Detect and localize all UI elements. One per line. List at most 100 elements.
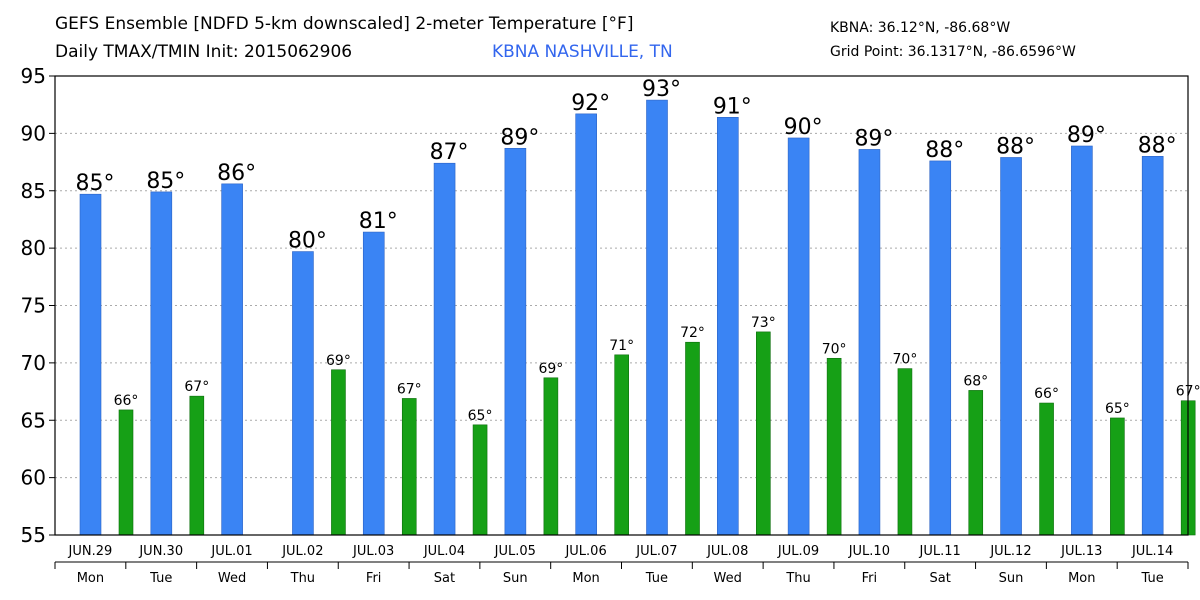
x-weekday-label: Wed — [714, 571, 742, 586]
x-tick-label: JUL.10 — [848, 544, 890, 559]
tmax-bar — [1071, 145, 1093, 536]
y-tick-label: 95 — [21, 64, 46, 88]
tmin-data-label: 71° — [609, 338, 634, 354]
x-weekday-label: Sun — [999, 571, 1024, 586]
x-tick-label: JUL.06 — [564, 544, 606, 559]
tmin-data-label: 68° — [963, 373, 988, 389]
tmax-data-label: 92° — [571, 91, 610, 116]
tmax-data-label: 81° — [359, 209, 398, 234]
tmax-bar — [221, 183, 243, 536]
tmax-bar — [929, 160, 952, 536]
x-weekday-label: Fri — [366, 571, 382, 586]
tmax-data-label: 89° — [854, 126, 893, 151]
y-tick-label: 65 — [21, 408, 46, 432]
tmin-bar — [756, 331, 771, 536]
y-tick-label: 75 — [21, 294, 46, 318]
x-tick-label: JUL.05 — [494, 544, 536, 559]
tmax-bar — [575, 113, 597, 536]
x-tick-label: JUL.14 — [1131, 544, 1173, 559]
y-tick-label: 55 — [21, 523, 46, 547]
tmin-bar — [189, 395, 205, 536]
x-tick-label: JUL.09 — [777, 544, 819, 559]
tmin-bar — [331, 369, 346, 536]
x-tick-label: JUL.04 — [423, 544, 465, 559]
tmax-data-label: 89° — [1067, 123, 1106, 148]
tmax-data-label: 85° — [146, 169, 185, 194]
x-tick-label: JUN.30 — [138, 544, 183, 559]
tmin-bar — [118, 409, 134, 536]
y-tick-label: 85 — [21, 179, 46, 203]
x-tick-label: JUN.29 — [68, 544, 113, 559]
y-tick-label: 90 — [21, 121, 46, 145]
chart-title: GEFS Ensemble [NDFD 5-km downscaled] 2-m… — [55, 14, 634, 34]
tmin-data-label: 73° — [751, 315, 776, 331]
x-tick-label: JUL.02 — [281, 544, 323, 559]
tmin-data-label: 65° — [468, 408, 493, 424]
tmin-bar — [1110, 417, 1125, 536]
tmin-bar — [614, 354, 629, 536]
tmax-bar — [1141, 156, 1164, 536]
tmax-data-label: 88° — [996, 134, 1035, 159]
tmax-data-label: 80° — [288, 229, 327, 254]
x-weekday-label: Sat — [929, 571, 950, 586]
tmax-data-label: 87° — [430, 140, 469, 165]
x-tick-label: JUL.03 — [352, 544, 394, 559]
tmin-data-label: 66° — [1034, 386, 1059, 402]
tmin-data-label: 67° — [397, 381, 422, 397]
tmin-bar — [1039, 402, 1054, 536]
x-weekday-label: Mon — [572, 571, 599, 586]
tmin-bar — [472, 424, 488, 536]
tmin-data-label: 69° — [326, 353, 351, 369]
tmax-bar — [787, 137, 810, 536]
tmax-bar — [717, 117, 739, 536]
x-weekday-label: Tue — [1140, 571, 1163, 586]
tmax-bar — [362, 231, 385, 536]
y-tick-label: 70 — [21, 351, 46, 375]
tmin-data-label: 67° — [184, 379, 209, 395]
plot-frame — [54, 75, 1189, 536]
tmax-bar — [504, 147, 527, 536]
tmin-data-label: 72° — [680, 325, 705, 341]
y-tick-label: 80 — [21, 236, 46, 260]
tmax-data-label: 86° — [217, 161, 256, 186]
x-tick-label: JUL.08 — [706, 544, 748, 559]
tmax-data-label: 85° — [76, 171, 115, 196]
tmax-data-label: 89° — [500, 125, 539, 150]
x-weekday-label: Tue — [645, 571, 668, 586]
x-weekday-label: Thu — [785, 571, 810, 586]
tmin-data-label: 70° — [893, 352, 918, 368]
x-weekday-label: Mon — [1068, 571, 1095, 586]
grid-point-coordinates: Grid Point: 36.1317°N, -86.6596°W — [830, 44, 1076, 60]
station-coordinates: KBNA: 36.12°N, -86.68°W — [830, 20, 1011, 36]
x-tick-label: JUL.11 — [919, 544, 961, 559]
tmax-data-label: 88° — [1138, 133, 1177, 158]
x-weekday-label: Sun — [503, 571, 528, 586]
y-tick-label: 60 — [21, 466, 46, 490]
tmin-bar — [897, 368, 913, 536]
tmin-data-label: 70° — [822, 341, 847, 357]
tmin-bar — [401, 398, 417, 536]
x-weekday-label: Tue — [149, 571, 172, 586]
tmin-bar — [685, 341, 700, 536]
tmax-bar — [292, 251, 314, 536]
tmax-bar — [150, 191, 173, 536]
tmin-data-label: 69° — [538, 361, 563, 377]
tmax-bar — [858, 149, 881, 536]
x-weekday-label: Mon — [77, 571, 104, 586]
x-weekday-label: Thu — [290, 571, 315, 586]
tmax-bar — [433, 162, 456, 536]
tmax-data-label: 88° — [925, 138, 964, 163]
tmax-bar — [646, 99, 668, 536]
tmax-data-label: 90° — [784, 115, 823, 140]
tmin-bar — [968, 390, 984, 536]
tmin-bar — [826, 357, 842, 536]
x-weekday-label: Fri — [862, 571, 878, 586]
x-tick-label: JUL.07 — [635, 544, 677, 559]
tmax-bar — [1000, 157, 1022, 536]
tmax-data-label: 91° — [713, 94, 752, 119]
x-tick-label: JUL.13 — [1060, 544, 1102, 559]
x-weekday-label: Wed — [218, 571, 246, 586]
x-tick-label: JUL.12 — [989, 544, 1031, 559]
tmin-data-label: 65° — [1105, 401, 1130, 417]
